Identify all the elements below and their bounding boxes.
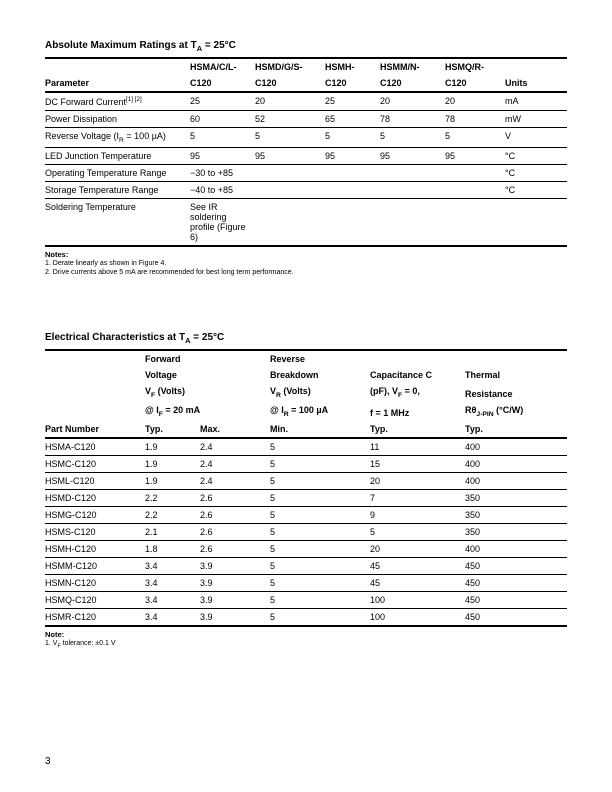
table-row: Operating Temperature Range−30 to +85°C [45, 164, 567, 181]
abs-hdr-c1b: C120 [190, 75, 255, 92]
table-row: HSMH-C1201.82.6520400 [45, 540, 567, 557]
table-row: HSMS-C1202.12.655350 [45, 523, 567, 540]
abs-note-1: 1. Derate linearly as shown in Figure 4. [45, 260, 166, 267]
elec-hdr-pn: Part Number [45, 421, 145, 438]
table-row: Storage Temperature Range−40 to +85°C [45, 181, 567, 198]
table-row: LED Junction Temperature9595959595°C [45, 147, 567, 164]
abs-notes-title: Notes: [45, 250, 68, 259]
abs-hdr-c1a: HSMA/C/L- [190, 58, 255, 75]
elec-hdr-typ: Typ. [145, 421, 200, 438]
table-row: Reverse Voltage (IR = 100 µA)55555V [45, 128, 567, 148]
elec-hdr-fv4: @ IF = 20 mA [145, 402, 270, 421]
elec-hdr-min: Min. [270, 421, 370, 438]
elec-hdr-fv1: Forward [145, 350, 270, 367]
table-row: Power Dissipation6052657878mW [45, 111, 567, 128]
elec-notes-title: Note: [45, 630, 64, 639]
elec-hdr-cap2: (pF), VF = 0, [370, 383, 465, 402]
abs-hdr-param: Parameter [45, 58, 190, 92]
elec-table: Forward Reverse Voltage Breakdown Capaci… [45, 349, 567, 627]
abs-hdr-units: Units [505, 58, 567, 92]
elec-notes: Note: 1. VF tolerance: ±0.1 V [45, 630, 567, 650]
elec-hdr-th1: Thermal [465, 367, 567, 383]
table-row: Soldering TemperatureSee IR soldering pr… [45, 198, 567, 246]
elec-hdr-rb4: @ IR = 100 µA [270, 402, 370, 421]
abs-note-2: 2. Drive currents above 5 mA are recomme… [45, 269, 294, 276]
elec-hdr-th4: Typ. [465, 421, 567, 438]
elec-hdr-th2: Resistance [465, 383, 567, 402]
elec-hdr-max: Max. [200, 421, 270, 438]
table-row: HSMA-C1201.92.4511400 [45, 438, 567, 456]
abs-hdr-c5a: HSMQ/R- [445, 58, 505, 75]
table-row: DC Forward Current[1] [2]2520252020mA [45, 92, 567, 111]
abs-hdr-c3b: C120 [325, 75, 380, 92]
elec-hdr-cap4: Typ. [370, 421, 465, 438]
abs-title-prefix: Absolute Maximum Ratings at T [45, 40, 197, 51]
abs-title-suffix: = 25°C [202, 40, 236, 51]
abs-hdr-c4a: HSMM/N- [380, 58, 445, 75]
abs-ratings-title: Absolute Maximum Ratings at TA = 25°C [45, 40, 567, 53]
abs-hdr-c3a: HSMH- [325, 58, 380, 75]
elec-hdr-cap3: f = 1 MHz [370, 402, 465, 421]
page-number: 3 [45, 756, 51, 767]
table-row: HSMQ-C1203.43.95100450 [45, 591, 567, 608]
elec-hdr-rb1: Reverse [270, 350, 370, 367]
abs-hdr-c2a: HSMD/G/S- [255, 58, 325, 75]
elec-title-suffix: = 25°C [191, 332, 225, 343]
elec-hdr-cap1: Capacitance C [370, 367, 465, 383]
table-row: HSMN-C1203.43.9545450 [45, 574, 567, 591]
elec-hdr-rb3: VR (Volts) [270, 383, 370, 402]
elec-hdr-fv2: Voltage [145, 367, 270, 383]
table-row: HSMM-C1203.43.9545450 [45, 557, 567, 574]
table-row: HSML-C1201.92.4520400 [45, 472, 567, 489]
elec-hdr-rb2: Breakdown [270, 367, 370, 383]
table-row: HSMD-C1202.22.657350 [45, 489, 567, 506]
abs-hdr-c5b: C120 [445, 75, 505, 92]
abs-notes: Notes: 1. Derate linearly as shown in Fi… [45, 250, 567, 277]
elec-title: Electrical Characteristics at TA = 25°C [45, 332, 567, 345]
abs-hdr-c2b: C120 [255, 75, 325, 92]
elec-hdr-th3: RθJ-PIN (°C/W) [465, 402, 567, 421]
table-row: HSMG-C1202.22.659350 [45, 506, 567, 523]
elec-hdr-fv3: VF (Volts) [145, 383, 270, 402]
elec-note-1: 1. VF tolerance: ±0.1 V [45, 640, 116, 647]
elec-title-prefix: Electrical Characteristics at T [45, 332, 185, 343]
table-row: HSMR-C1203.43.95100450 [45, 608, 567, 626]
table-row: HSMC-C1201.92.4515400 [45, 455, 567, 472]
abs-hdr-c4b: C120 [380, 75, 445, 92]
abs-ratings-table: Parameter HSMA/C/L- HSMD/G/S- HSMH- HSMM… [45, 57, 567, 247]
